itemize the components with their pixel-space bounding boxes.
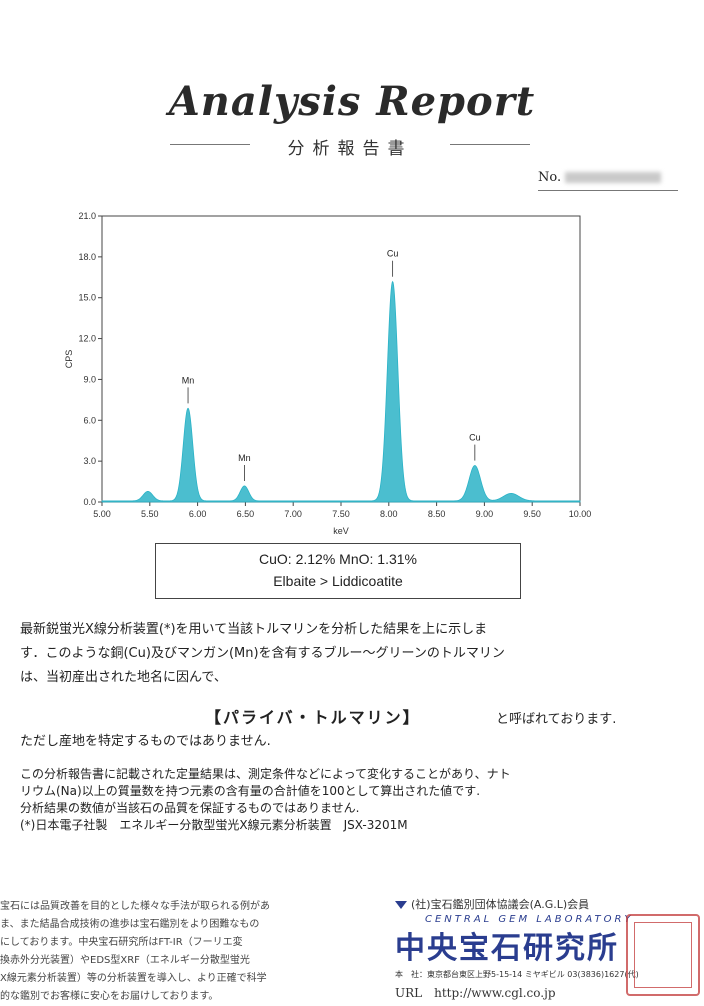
footer-left-line: にしております。中央宝石研究所はFT-IR（フーリエ変 (0, 937, 243, 948)
y-tick-label: 6.0 (83, 415, 96, 425)
x-axis-label: keV (333, 526, 349, 536)
y-axis-label: CPS (64, 350, 74, 369)
note-line-3: 分析結果の数値が当該石の品質を保証するものではありません. (20, 801, 360, 815)
x-tick-label: 5.50 (141, 509, 159, 519)
body-line-3: は、当初産出された地名に因んで、 (20, 670, 227, 685)
seal-inner-border (634, 922, 692, 988)
y-tick-label: 18.0 (78, 252, 96, 262)
x-tick-label: 6.00 (189, 509, 207, 519)
body-paragraph: 最新鋭蛍光X線分析装置(*)を用いて当該トルマリンを分析した結果を上に示しま す… (20, 618, 670, 690)
x-tick-label: 9.00 (476, 509, 494, 519)
report-subtitle: 分析報告書 (287, 139, 413, 159)
x-tick-label: 8.50 (428, 509, 446, 519)
footer-left-line: X線元素分析装置）等の分析装置を導入し、より正確で科学 (0, 973, 267, 984)
y-tick-label: 9.0 (83, 374, 96, 384)
oxide-content: CuO: 2.12% MnO: 1.31% (259, 551, 417, 567)
body-line-4: ただし産地を特定するものではありません. (20, 734, 271, 749)
x-tick-label: 5.00 (93, 509, 111, 519)
footer-left-line: ま、また結晶合成技術の進歩は宝石鑑別をより困難なもの (0, 919, 260, 930)
association-text: (社)宝石鑑別団体協議会(A.G.L)会員 (411, 898, 590, 911)
body-line-2: す．このような銅(Cu)及びマンガン(Mn)を含有するブルー～グリーンのトルマリ… (20, 646, 505, 661)
disclaimer-line: ただし産地を特定するものではありません. (20, 730, 670, 754)
association-line: (社)宝石鑑別団体協議会(A.G.L)会員 (395, 896, 695, 912)
lab-name-english: CENTRAL GEM LABORATORY (425, 914, 634, 925)
peak-label: Mn (238, 453, 251, 463)
report-title: Analysis Report (168, 78, 536, 125)
spectrum-series (101, 280, 581, 503)
x-tick-label: 7.00 (284, 509, 302, 519)
x-tick-label: 6.50 (237, 509, 255, 519)
docno-redacted (565, 172, 662, 183)
subtitle-row: 分析報告書 (170, 134, 530, 159)
note-line-1: この分析報告書に記載された定量結果は、測定条件などによって変化することがあり、ナ… (20, 767, 511, 781)
subtitle-rule-right (450, 144, 530, 145)
note-line-4: (*)日本電子社製 エネルギー分散型蛍光X線元素分析装置 JSX-3201M (20, 818, 408, 832)
footer-left-line: 換赤外分光装置）やEDS型XRF（エネルギー分散型蛍光 (0, 955, 250, 966)
red-seal-stamp (626, 914, 700, 996)
gem-icon (395, 901, 407, 909)
document-number: No. (538, 170, 678, 191)
plot-frame (101, 215, 581, 503)
gem-name: 【パライバ・トルマリン】 (205, 708, 421, 727)
x-tick-label: 9.50 (523, 509, 541, 519)
body-line-1: 最新鋭蛍光X線分析装置(*)を用いて当該トルマリンを分析した結果を上に示しま (20, 622, 488, 637)
x-tick-label: 10.00 (569, 509, 592, 519)
footer-left-line: 宝石には品質改善を目的とした様々な手法が取られる例があ (0, 901, 270, 912)
x-tick-label: 8.00 (380, 509, 398, 519)
name-row: 【パライバ・トルマリン】 と呼ばれております. (0, 704, 704, 730)
y-tick-label: 3.0 (83, 456, 96, 466)
xrf-spectrum-chart: 0.0 3.0 6.0 9.0 12.0 15.0 18.0 21.0 5.00 5.50 6.00… (64, 211, 592, 536)
subtitle-rule-left (170, 144, 250, 145)
notes: この分析報告書に記載された定量結果は、測定条件などによって変化することがあり、ナ… (20, 766, 680, 834)
peak-label: Cu (469, 433, 481, 443)
y-tick-label: 0.0 (83, 497, 96, 507)
y-tick-label: 15.0 (78, 293, 96, 303)
species-result: Elbaite > Liddicoatite (273, 573, 403, 589)
lab-name-japanese: 中央宝石研究所 (395, 931, 619, 966)
footer-left-text: 宝石には品質改善を目的とした様々な手法が取られる例があ ま、また結晶合成技術の進… (0, 898, 360, 1006)
y-tick-label: 12.0 (78, 334, 96, 344)
lab-address: 本 社：東京都台東区上野5-15-14 ミヤギビル 03(3836)1627(代… (395, 970, 639, 979)
y-tick-label: 21.0 (78, 211, 96, 221)
lab-footer: (社)宝石鑑別団体協議会(A.G.L)会員 CENTRAL GEM LABORA… (395, 896, 695, 1001)
docno-label: No. (538, 170, 562, 185)
gem-name-tail: と呼ばれております. (496, 712, 617, 727)
lab-url[interactable]: URL http://www.cgl.co.jp (395, 986, 556, 1000)
note-line-2: リウム(Na)以上の質量数を持つ元素の含有量の合計値を100として算出された値で… (20, 784, 481, 798)
peak-label: Mn (182, 375, 195, 385)
peak-label: Cu (387, 249, 399, 259)
x-tick-label: 7.50 (332, 509, 350, 519)
footer-left-line: 的な鑑別でお客様に安心をお届けしております。 (0, 991, 219, 1002)
result-box: CuO: 2.12% MnO: 1.31% Elbaite > Liddicoa… (155, 543, 521, 599)
